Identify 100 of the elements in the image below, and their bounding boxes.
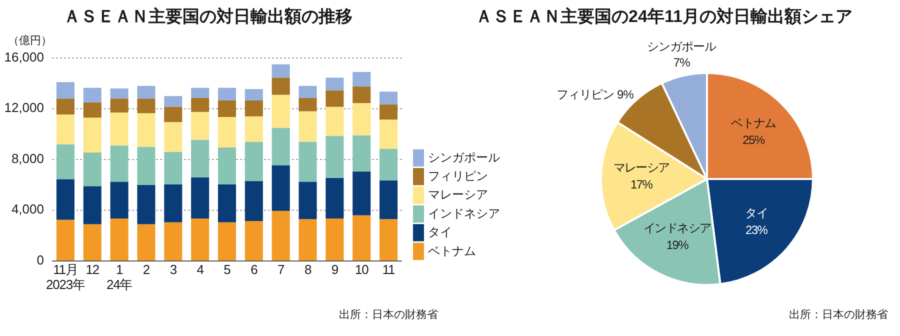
x-tick-label: 5 [224, 262, 231, 277]
x-tick-label: 7 [278, 262, 285, 277]
bar [164, 96, 182, 107]
legend-label: ベトナム [428, 244, 476, 258]
bar [56, 220, 74, 261]
bar [191, 218, 210, 261]
data-label: 7% [673, 55, 691, 70]
bar [380, 92, 398, 104]
bar [191, 112, 210, 140]
bar [218, 222, 236, 261]
legend-label: マレーシア [428, 188, 488, 202]
x-tick-label: 1 24年 [106, 262, 133, 292]
bar [272, 94, 290, 128]
data-label: 19% [666, 238, 690, 252]
chart-title: ＡＳＥＡＮ主要国の対日輸出額の推移 [64, 7, 352, 26]
bar [191, 88, 210, 98]
y-tick-label: 4,000 [11, 202, 44, 217]
bar [83, 152, 102, 186]
bar [272, 165, 290, 211]
slice-label: フィリピン 9% [556, 88, 634, 102]
bar [56, 82, 74, 99]
x-tick-label: 8 [304, 262, 312, 277]
bar [164, 106, 182, 122]
bar [298, 182, 317, 220]
bar [191, 98, 210, 112]
bar [352, 103, 371, 136]
bar [298, 86, 317, 98]
data-label: 25% [742, 133, 766, 148]
bar [56, 179, 74, 220]
x-tick-label: 9 [331, 262, 338, 277]
bar [352, 172, 371, 216]
bar [272, 64, 290, 78]
x-tick-label: 4 [196, 262, 204, 277]
bar [110, 182, 128, 218]
x-tick-label: 6 [250, 262, 258, 277]
legend-label: インドネシア [428, 206, 500, 220]
slice-label: マレーシア [613, 160, 670, 175]
bar [191, 177, 210, 218]
bar [326, 106, 344, 136]
bar [83, 224, 102, 261]
slice-label: インドネシア [644, 221, 712, 236]
bar [272, 128, 290, 166]
chart-title: ＡＳＥＡＮ主要国の24年11月の対日輸出額シェア [476, 7, 852, 26]
text: 出所：日本の財務省 [789, 308, 888, 321]
x-tick-label: 11 [382, 262, 396, 277]
bar [380, 148, 398, 180]
y-tick-label: 16,000 [4, 49, 44, 64]
x-tick-label: 11月 2023年 [46, 262, 86, 292]
y-tick-label: 12,000 [4, 100, 44, 116]
bar [83, 102, 102, 118]
bar [137, 113, 156, 147]
bar [352, 72, 371, 87]
slice-label: タイ [745, 206, 768, 220]
bar [83, 186, 102, 224]
bar [137, 184, 156, 224]
bar [352, 86, 371, 104]
bar [137, 146, 156, 185]
x-tick-label: 2 [142, 262, 150, 277]
bar [110, 88, 128, 99]
legend-label: タイ [428, 225, 452, 240]
bar [164, 122, 182, 152]
bar [164, 152, 182, 184]
bar [298, 142, 317, 182]
bar [244, 89, 263, 101]
bar [326, 90, 344, 107]
bar [191, 140, 210, 178]
bar [298, 219, 317, 261]
bar [110, 112, 128, 146]
bar [56, 98, 74, 114]
bar [218, 116, 236, 148]
bar [56, 144, 74, 180]
bar [110, 146, 128, 182]
bar [83, 88, 102, 102]
bar [352, 215, 371, 261]
bar [380, 219, 398, 261]
bar [244, 221, 263, 261]
bar [272, 210, 290, 261]
bar [352, 135, 371, 172]
x-tick-label: 3 [170, 262, 177, 277]
bar [137, 86, 156, 99]
bar [326, 178, 344, 218]
bar [164, 184, 182, 222]
bar [83, 118, 102, 153]
y-tick-label: 8,000 [11, 150, 44, 166]
data-label: 17% [630, 178, 654, 192]
bar [326, 78, 344, 90]
bar [137, 224, 156, 261]
bar [218, 184, 236, 222]
bar [272, 78, 290, 95]
legend-label: シンガポール [428, 150, 500, 164]
slice-label: ベトナム [731, 116, 777, 130]
bar [244, 142, 263, 182]
bar [298, 111, 317, 142]
x-tick-label: 12 [86, 262, 100, 277]
bar [218, 100, 236, 117]
y-tick-label: 0 [36, 252, 44, 268]
bar [164, 222, 182, 261]
text: 出所：日本の財務省 [339, 308, 438, 321]
bar [380, 104, 398, 120]
bar [244, 116, 263, 142]
